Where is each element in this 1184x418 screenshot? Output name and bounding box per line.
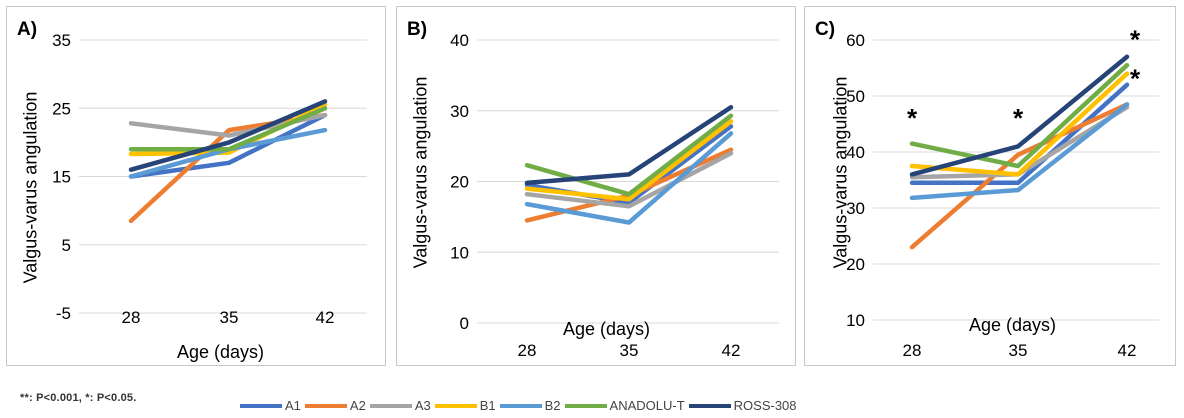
y-tick-label: 10 <box>450 243 469 262</box>
legend-item-a2: A2 <box>304 398 366 413</box>
legend-label: B2 <box>544 398 561 413</box>
x-axis-label-b: Age (days) <box>563 319 651 339</box>
significance-asterisk: * <box>907 103 918 133</box>
legend-item-anadolu-t: ANADOLU-T <box>564 398 685 413</box>
y-tick-label: 30 <box>846 199 865 218</box>
series-line-a2 <box>909 102 1130 250</box>
x-tick-label: 42 <box>1118 341 1137 360</box>
y-tick-label: 15 <box>52 168 71 187</box>
y-tick-label: -5 <box>56 304 71 323</box>
legend-item-b1: B1 <box>434 398 496 413</box>
x-axis-label-c: Age (days) <box>969 315 1057 335</box>
y-tick-label: 20 <box>450 173 469 192</box>
legend-swatch <box>499 403 542 408</box>
y-tick-label: 60 <box>846 31 865 50</box>
x-axis-label-a: Age (days) <box>177 342 265 362</box>
panel-label-b: B) <box>407 19 428 40</box>
legend-swatch <box>434 403 477 408</box>
chart-b-plot: 0 10 20 30 40 28 35 42 <box>450 31 779 360</box>
legend-item-ross-308: ROSS-308 <box>688 398 797 413</box>
series-line-b2 <box>524 131 734 225</box>
y-tick-label: 10 <box>846 311 865 330</box>
series-line-ross-308 <box>909 54 1130 177</box>
y-tick-label: 40 <box>846 143 865 162</box>
x-tick-label: 42 <box>722 341 741 360</box>
significance-footnote: **: P<0.001, *: P<0.05. <box>20 392 137 404</box>
series-line-ross-308 <box>128 99 328 172</box>
chart-legend: A1 A2 A3 B1 B2 ANADOLU-T ROSS-308 <box>240 398 801 413</box>
series-line-b1 <box>524 119 734 202</box>
chart-a-plot: -5 5 15 25 35 28 35 42 <box>52 31 367 327</box>
series-line-anadolu-t <box>524 113 734 197</box>
panel-label-a: A) <box>17 19 38 40</box>
series-line-anadolu-t <box>128 106 328 152</box>
x-tick-label: 28 <box>903 341 922 360</box>
legend-swatch <box>688 403 731 408</box>
y-axis-label-a: Valgus-varus angulation <box>20 91 41 284</box>
chart-panel-c: 10 20 30 40 50 60 28 35 42 * * * * C) Valgus-varus a… <box>804 6 1176 366</box>
significance-asterisk: * <box>1013 103 1024 133</box>
legend-swatch <box>369 403 412 408</box>
y-tick-label: 20 <box>846 255 865 274</box>
legend-label: ROSS-308 <box>733 398 797 413</box>
chart-c-plot: 10 20 30 40 50 60 28 35 42 * * * * <box>846 24 1159 360</box>
legend-label: ANADOLU-T <box>609 398 685 413</box>
series-line-anadolu-t <box>909 62 1130 169</box>
significance-asterisk: * <box>1130 24 1141 54</box>
chart-panel-b: 0 10 20 30 40 28 35 42 B) Valgus-varus angulati… <box>396 6 796 366</box>
series-line-a1 <box>128 112 328 179</box>
legend-label: B1 <box>479 398 496 413</box>
y-tick-label: 0 <box>460 314 469 333</box>
legend-swatch <box>304 403 347 408</box>
y-axis-label-c: Valgus-varus angulation <box>830 76 851 269</box>
y-tick-label: 5 <box>62 236 71 255</box>
legend-swatch <box>240 403 282 408</box>
legend-label: A2 <box>349 398 366 413</box>
legend-item-a1: A1 <box>240 398 301 413</box>
significance-asterisk: * <box>1130 64 1141 94</box>
y-tick-label: 25 <box>52 99 71 118</box>
chart-panel-a: -5 5 15 25 35 28 35 42 A) Valgus-varus angulati… <box>6 6 386 366</box>
x-tick-label: 42 <box>316 308 335 327</box>
y-tick-label: 35 <box>52 31 71 50</box>
x-tick-label: 35 <box>1009 341 1028 360</box>
x-tick-label: 28 <box>122 308 141 327</box>
legend-label: A1 <box>285 398 301 413</box>
x-tick-label: 28 <box>518 341 537 360</box>
series-line-b1 <box>909 71 1130 177</box>
y-tick-label: 30 <box>450 102 469 121</box>
legend-item-b2: B2 <box>499 398 561 413</box>
y-tick-label: 50 <box>846 87 865 106</box>
series-line-a1 <box>909 82 1130 186</box>
panel-label-c: C) <box>815 19 836 40</box>
series-line-a3 <box>524 150 734 209</box>
legend-swatch <box>564 403 607 408</box>
x-tick-label: 35 <box>620 341 639 360</box>
legend-item-a3: A3 <box>369 398 431 413</box>
y-tick-label: 40 <box>450 31 469 50</box>
x-tick-label: 35 <box>220 308 239 327</box>
y-axis-label-b: Valgus-varus angulation <box>410 76 431 269</box>
series-line-b2 <box>909 102 1130 201</box>
legend-label: A3 <box>414 398 431 413</box>
series-line-ross-308 <box>524 104 734 186</box>
